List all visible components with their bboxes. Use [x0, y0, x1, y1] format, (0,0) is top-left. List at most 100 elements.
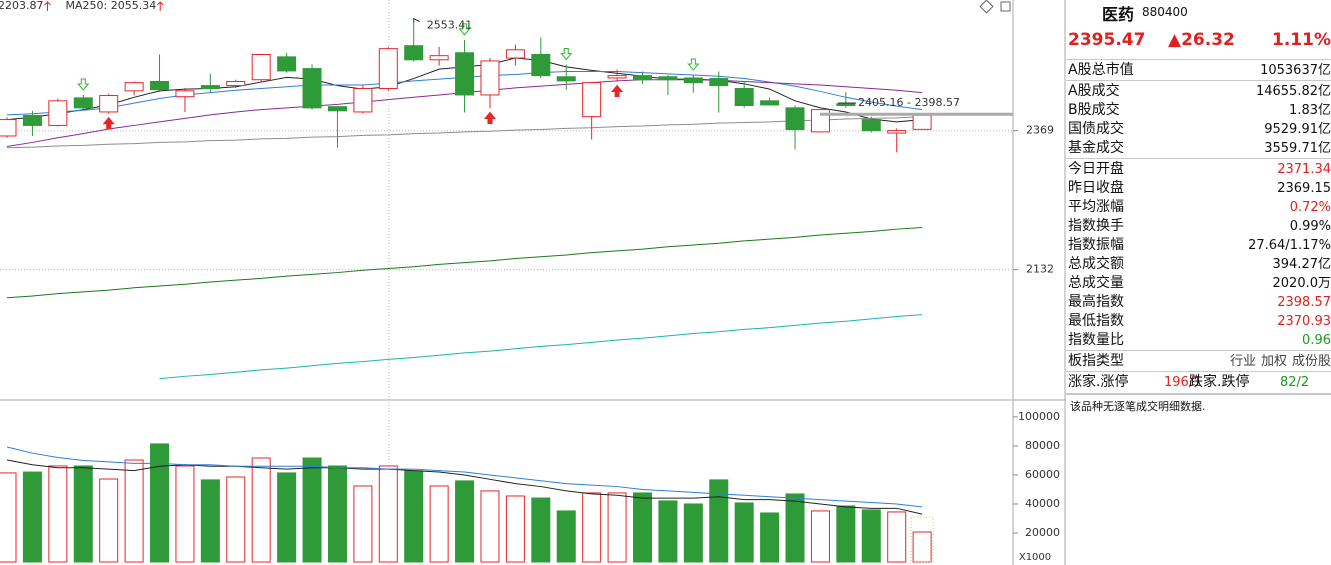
stock-code: 880400 — [1142, 5, 1188, 19]
candle-body — [480, 60, 500, 96]
row-label: 板指类型 — [1068, 353, 1124, 369]
row-value: 9529.91亿 — [1264, 122, 1331, 137]
diamond-button[interactable] — [979, 0, 994, 14]
unit-label: X1000 — [1019, 552, 1051, 563]
sell-signal — [560, 47, 573, 61]
separator — [1066, 393, 1331, 395]
row-value: 1053637亿 — [1260, 63, 1331, 78]
volume-bar — [531, 497, 551, 563]
candle-body — [150, 80, 170, 91]
row-value: 2398.57 — [1277, 295, 1331, 310]
candle-body — [633, 75, 652, 81]
info-row: A股成交 14655.82亿 — [1068, 82, 1331, 101]
ma-line — [6, 227, 923, 299]
candle-body — [760, 100, 780, 106]
volume-bar — [404, 470, 424, 563]
volume-bar — [150, 443, 170, 563]
change-pct: 1.11% — [1272, 30, 1331, 50]
row-value: 0.96 — [1302, 333, 1331, 348]
row-value: 14655.82亿 — [1255, 84, 1331, 99]
change: ▲26.32 — [1168, 30, 1235, 50]
volume-bar — [633, 492, 652, 563]
candle-body — [302, 68, 322, 109]
buy-signal — [611, 84, 624, 97]
candle-body — [73, 97, 93, 109]
info-row: A股总市值 1053637亿 — [1068, 61, 1331, 80]
sector-option[interactable]: 行业 — [1229, 354, 1256, 369]
y-tick-label: 80000 — [1025, 439, 1060, 452]
row-value: 3559.71亿 — [1264, 141, 1331, 156]
candle-body — [429, 55, 449, 61]
projected-volume — [910, 516, 934, 563]
y-tick-label: 2369 — [1026, 124, 1054, 137]
candle-body — [48, 100, 68, 126]
volume-bar — [480, 490, 500, 563]
candle-body — [658, 76, 678, 81]
candle-body — [531, 54, 551, 77]
row-value: 2370.93 — [1277, 314, 1331, 329]
legend-entry: MA250: 2055.34 — [66, 0, 157, 12]
volume-bar — [709, 479, 729, 563]
candle-body — [277, 56, 297, 72]
info-row: 今日开盘 2371.34 — [1068, 160, 1331, 179]
high-label: 2553.41 — [427, 19, 473, 32]
volume-bar — [200, 479, 220, 563]
info-row: 平均涨幅 0.72% — [1068, 198, 1331, 217]
range-label: 2405.16 - 2398.57 — [858, 96, 960, 109]
info-row: 总成交量 2020.0万 — [1068, 274, 1331, 293]
volume-bar — [785, 493, 805, 563]
y-tick-label: 20000 — [1025, 526, 1060, 539]
row-label: 指数换手 — [1068, 218, 1124, 234]
sector-option[interactable]: 加权 — [1260, 354, 1287, 369]
candle-body — [353, 88, 373, 113]
info-row: 国债成交 9529.91亿 — [1068, 120, 1331, 139]
info-row: B股成交 1.83亿 — [1068, 101, 1331, 120]
volume-bar — [302, 457, 322, 563]
breadth-label: 跌家.跌停 — [1189, 374, 1250, 390]
ma-line — [6, 446, 923, 508]
candle-body — [378, 48, 398, 90]
volume-bar — [429, 485, 449, 563]
sell-signal — [687, 58, 700, 71]
candle-body — [455, 52, 475, 96]
row-value: 0.99% — [1289, 219, 1331, 234]
volume-bar — [836, 505, 856, 563]
separator — [1066, 80, 1331, 81]
buy-signal — [483, 111, 497, 124]
volume-bar — [861, 509, 881, 563]
sell-signal — [458, 23, 471, 36]
info-row: 最高指数 2398.57 — [1068, 293, 1331, 312]
volume-bar — [124, 459, 144, 563]
sector-option[interactable]: 成份股 — [1291, 354, 1331, 369]
candle-body — [607, 75, 627, 79]
ma-line — [6, 459, 923, 515]
candle-body — [785, 107, 805, 131]
y-tick-label: 40000 — [1025, 497, 1060, 510]
row-label: 总成交量 — [1068, 275, 1124, 291]
ma-line — [159, 314, 923, 380]
info-row: 最低指数 2370.93 — [1068, 312, 1331, 331]
info-row: 昨日收盘 2369.15 — [1068, 179, 1331, 198]
square-button[interactable] — [1000, 1, 1011, 12]
volume-bar — [505, 495, 525, 563]
row-label: 平均涨幅 — [1068, 199, 1124, 215]
candle-body — [683, 77, 703, 84]
legend-entry: 2203.87 — [0, 0, 44, 12]
row-label: 总成交额 — [1068, 256, 1124, 272]
volume-bar — [810, 510, 830, 563]
breadth-value: 196/1 — [1164, 375, 1202, 390]
candle-body — [582, 82, 602, 118]
row-label: 基金成交 — [1068, 140, 1124, 156]
candle-body — [404, 45, 424, 61]
candle-body — [734, 88, 754, 107]
volume-bar — [73, 465, 93, 563]
candle-body — [226, 80, 246, 87]
volume-bar — [327, 465, 347, 563]
candle-body — [99, 95, 119, 113]
candle-body — [861, 119, 881, 132]
buy-signal — [102, 116, 115, 130]
info-row: 总成交额 394.27亿 — [1068, 255, 1331, 274]
candle-body — [709, 78, 729, 87]
candle-body — [912, 114, 932, 130]
volume-bar — [48, 465, 68, 563]
